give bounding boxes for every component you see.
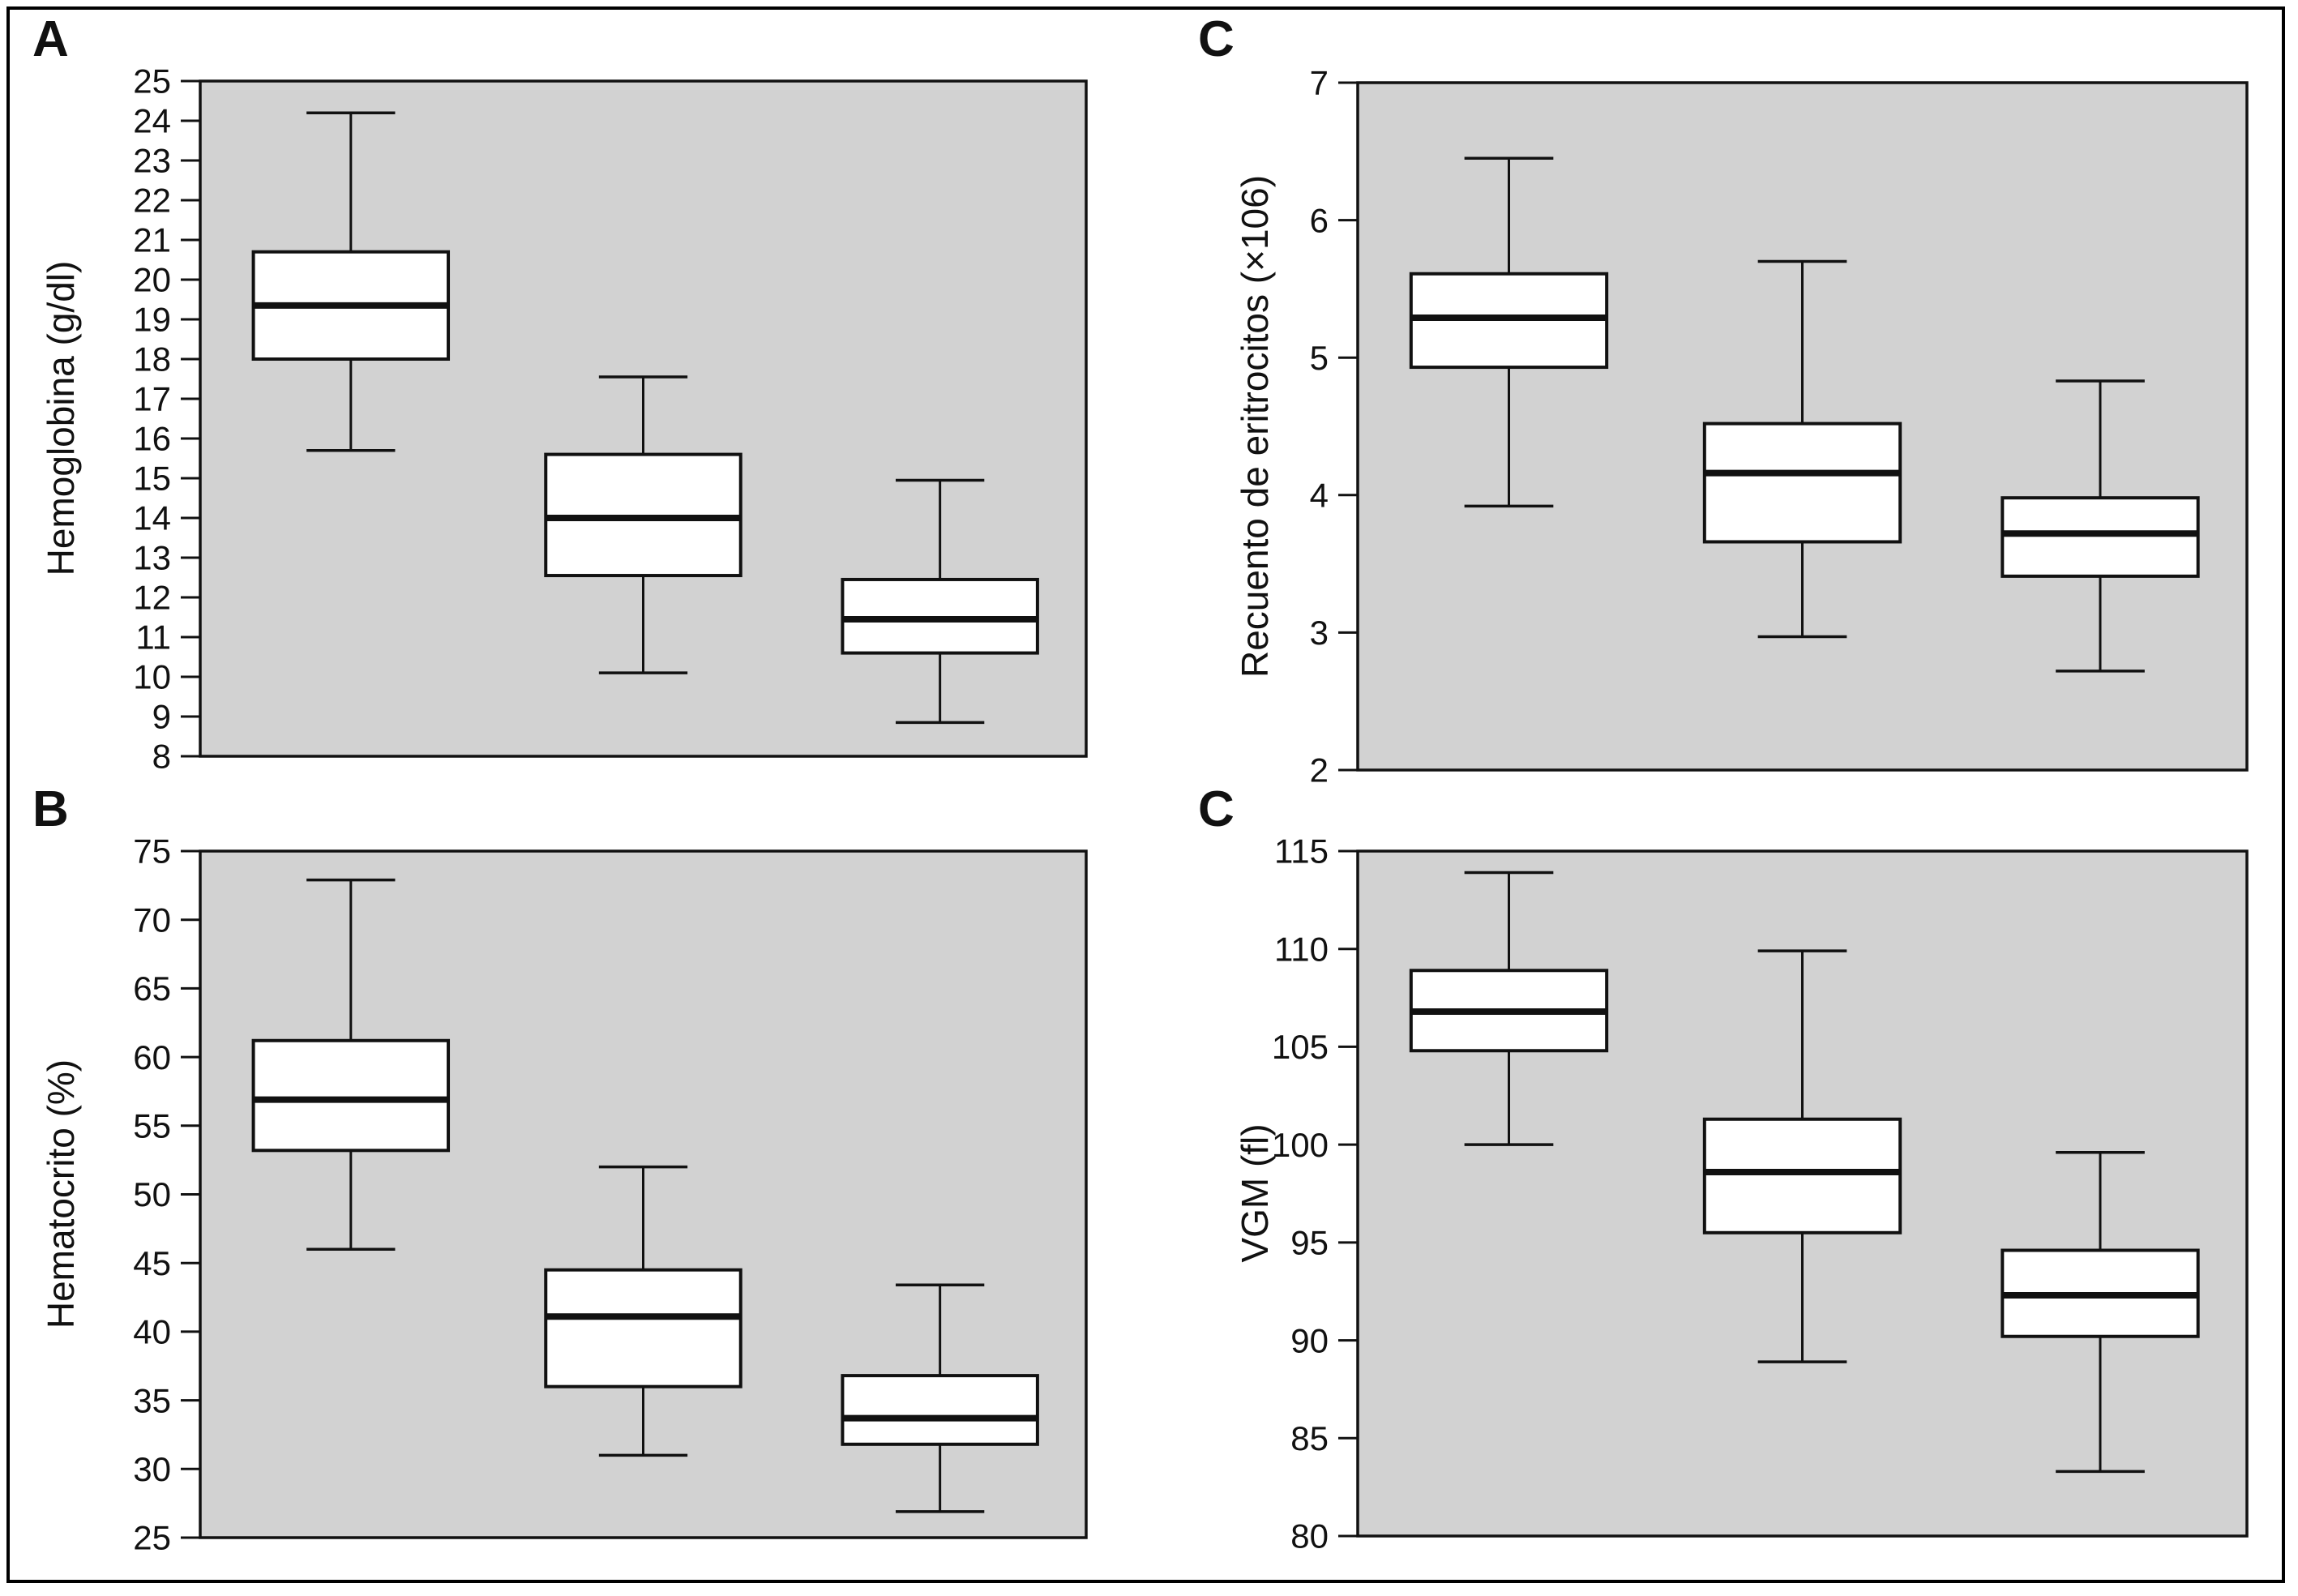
panel-1: 7 6 5 4 3 2 — [1310, 64, 2249, 789]
y-tick-label: 17 — [133, 380, 171, 418]
y-tick-label: 30 — [133, 1450, 171, 1488]
figure-frame — [6, 6, 2285, 1583]
y-tick-label: 21 — [133, 221, 171, 259]
y-tick-label: 24 — [133, 102, 171, 140]
y-tick-label: 11 — [135, 618, 171, 657]
y-tick-label: 55 — [133, 1107, 171, 1145]
iqr-box — [2001, 496, 2200, 578]
box-group-2 — [544, 375, 742, 674]
panel-c-top-label: C — [1198, 11, 1235, 67]
y-tick-label: 20 — [133, 261, 171, 299]
box-group-2 — [544, 1165, 742, 1457]
panel-c-bottom-label: C — [1198, 781, 1235, 837]
iqr-box — [1702, 421, 1902, 544]
y-tick-label: 12 — [133, 579, 171, 617]
box-group-2 — [1702, 949, 1902, 1363]
y-axis-title-eritrocitos: Recuento de eritrocitos (×106) — [1234, 174, 1276, 678]
box-group-3 — [2001, 379, 2200, 673]
box-group-2 — [1702, 259, 1902, 639]
y-tick-label: 80 — [1290, 1517, 1329, 1555]
y-tick-label: 65 — [133, 969, 171, 1008]
y-tick-label: 8 — [152, 738, 171, 776]
iqr-box — [544, 1268, 742, 1388]
panel-2: 75 70 65 60 55 50 45 40 35 30 25 — [133, 832, 1088, 1557]
y-tick-label: 19 — [133, 301, 171, 339]
y-tick-label: 5 — [1310, 339, 1329, 377]
y-tick-label: 25 — [133, 1519, 171, 1557]
y-tick-label: 40 — [133, 1313, 171, 1351]
box-group-1 — [1409, 871, 1609, 1146]
y-tick-label: 90 — [1290, 1321, 1329, 1359]
y-tick-label: 70 — [133, 901, 171, 939]
y-tick-label: 115 — [1274, 832, 1329, 871]
y-tick-label: 9 — [152, 698, 171, 736]
y-axis-title-vgm: VGM (fl) — [1234, 1123, 1276, 1263]
box-group-3 — [2001, 1151, 2200, 1474]
y-tick-label: 15 — [133, 460, 171, 498]
y-tick-label: 18 — [133, 340, 171, 379]
panel-b-label: B — [32, 781, 69, 837]
y-tick-label: 95 — [1290, 1224, 1329, 1262]
box-group-1 — [1409, 156, 1609, 508]
y-tick-label: 45 — [133, 1244, 171, 1282]
y-axis-title-hemoglobina: Hemoglobina (g/dl) — [40, 260, 82, 576]
y-tick-label: 3 — [1310, 614, 1329, 652]
y-tick-label: 23 — [133, 142, 171, 180]
y-tick-label: 75 — [133, 832, 171, 871]
iqr-box — [251, 1038, 451, 1153]
y-tick-label: 100 — [1272, 1126, 1329, 1164]
iqr-box — [841, 1374, 1039, 1446]
panel-a-label: A — [32, 11, 69, 67]
y-tick-label: 110 — [1274, 930, 1329, 968]
y-tick-label: 22 — [133, 182, 171, 220]
box-group-3 — [841, 478, 1039, 725]
y-tick-label: 13 — [133, 539, 171, 577]
y-tick-label: 4 — [1310, 477, 1329, 515]
box-group-1 — [251, 878, 451, 1252]
y-axis-title-hematocrito: Hematocrito (%) — [40, 1059, 82, 1329]
y-tick-label: 25 — [133, 62, 171, 101]
y-tick-label: 7 — [1310, 64, 1329, 102]
box-group-1 — [251, 111, 451, 452]
y-tick-label: 14 — [133, 499, 171, 537]
y-tick-label: 35 — [133, 1381, 171, 1419]
y-tick-label: 6 — [1310, 201, 1329, 239]
y-tick-label: 2 — [1310, 751, 1329, 789]
y-tick-label: 60 — [133, 1038, 171, 1076]
y-tick-label: 105 — [1272, 1028, 1329, 1066]
panel-3: 115 110 105 100 95 90 85 80 — [1272, 832, 2249, 1555]
box-group-3 — [841, 1283, 1039, 1513]
y-tick-label: 50 — [133, 1175, 171, 1213]
y-tick-label: 10 — [133, 658, 171, 696]
y-tick-label: 16 — [133, 420, 171, 458]
y-tick-label: 85 — [1290, 1419, 1329, 1457]
iqr-box — [1702, 1117, 1902, 1234]
